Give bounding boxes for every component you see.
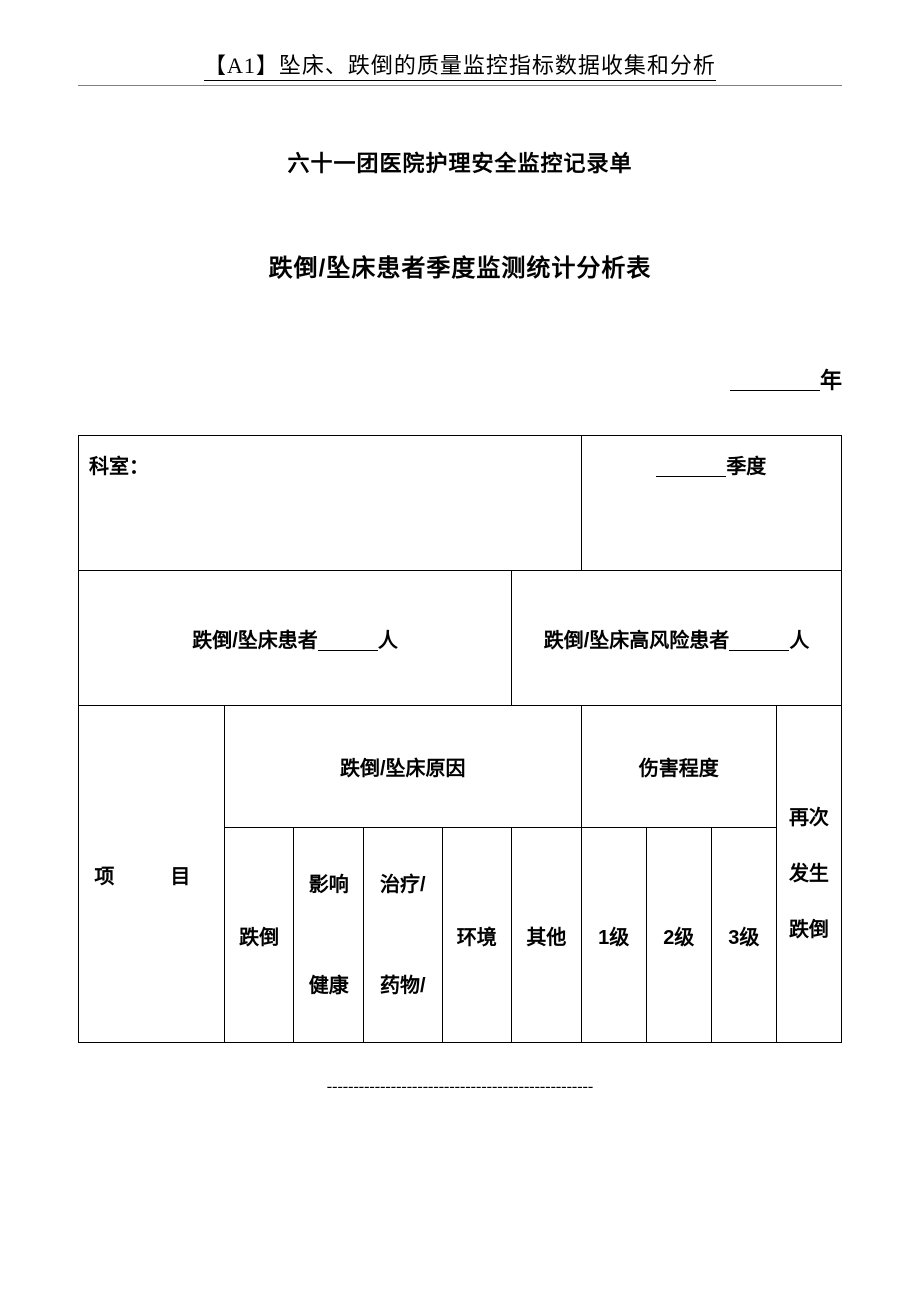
cause-col-1: 跌倒 [224,828,294,1043]
patients-blank[interactable] [318,650,378,651]
table-row: 项 目 跌倒/坠床原因 伤害程度 再次 发生 跌倒 [79,706,842,828]
patients-cell: 跌倒/坠床患者 人 [79,571,512,706]
recur-l2: 发生 [779,846,839,902]
xiangmu-label: 项 目 [94,866,208,888]
sev-col-1: 1级 [581,828,646,1043]
header-rule [0,85,920,86]
cause-col-4: 环境 [442,828,512,1043]
patients-suffix: 人 [378,630,398,652]
footer-dashes: ----------------------------------------… [0,1078,920,1096]
cause-col-2: 影响 健康 [294,828,364,1043]
c3-l2: 药物/ [366,958,440,1014]
c2-l1: 影响 [296,857,361,913]
year-suffix: 年 [820,368,842,393]
cause-col-5: 其他 [512,828,582,1043]
table-row: 跌倒/坠床患者 人 跌倒/坠床高风险患者 人 [79,571,842,706]
recur-header: 再次 发生 跌倒 [776,706,841,1043]
cause-header: 跌倒/坠床原因 [224,706,581,828]
recur-l3: 跌倒 [779,902,839,958]
highrisk-cell: 跌倒/坠床高风险患者 人 [512,571,842,706]
subtitle-2: 跌倒/坠床患者季度监测统计分析表 [0,248,920,283]
severity-header: 伤害程度 [581,706,776,828]
table-row: 科室： 季度 [79,436,842,571]
page-header-title: 【A1】坠床、跌倒的质量监控指标数据收集和分析 [204,48,716,81]
highrisk-prefix: 跌倒/坠床高风险患者 [544,630,730,652]
xiangmu-cell: 项 目 [79,706,225,1043]
subtitle-1: 六十一团医院护理安全监控记录单 [0,146,920,178]
dept-cell: 科室： [79,436,582,571]
quarter-suffix: 季度 [726,456,766,478]
highrisk-blank[interactable] [729,650,789,651]
dept-label: 科室： [89,456,149,478]
sev-col-3: 3级 [711,828,776,1043]
c3-l1: 治疗/ [366,857,440,913]
patients-prefix: 跌倒/坠床患者 [192,630,318,652]
highrisk-suffix: 人 [789,630,809,652]
sev-col-2: 2级 [646,828,711,1043]
cause-col-3: 治疗/ 药物/ [363,828,442,1043]
year-blank[interactable] [730,390,820,391]
quarter-cell: 季度 [581,436,841,571]
year-line: 年 [0,363,920,395]
recur-l1: 再次 [779,790,839,846]
quarter-blank[interactable] [656,476,726,477]
c2-l2: 健康 [296,958,361,1014]
analysis-table: 科室： 季度 跌倒/坠床患者 人 跌倒/坠床高风险患者 人 项 目 跌倒/坠床原因 … [78,435,842,1043]
